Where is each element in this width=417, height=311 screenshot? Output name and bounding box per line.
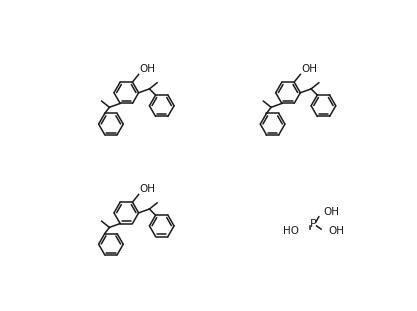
Text: OH: OH: [301, 64, 317, 74]
Text: OH: OH: [329, 225, 345, 236]
Text: P: P: [310, 220, 317, 230]
Text: OH: OH: [139, 184, 156, 194]
Text: HO: HO: [283, 225, 299, 236]
Text: OH: OH: [139, 64, 156, 74]
Text: OH: OH: [324, 207, 339, 217]
